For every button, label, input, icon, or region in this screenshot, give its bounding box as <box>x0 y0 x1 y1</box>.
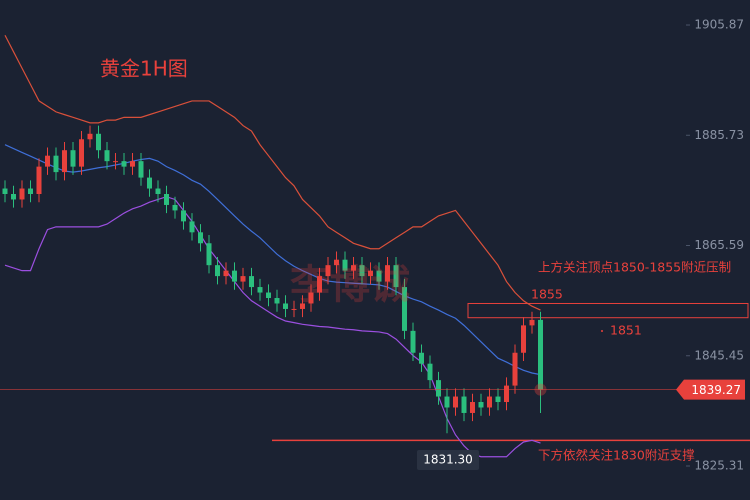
plot-layer: 1905.87 1885.73 1865.59 1845.45 1825.31 1839.… <box>0 18 750 473</box>
candle-body <box>444 396 450 408</box>
y-tick-label: 1865.59 <box>694 238 744 252</box>
candle-body <box>470 402 475 413</box>
resistance-low-label: 1851 <box>610 323 642 338</box>
candle-body <box>53 155 59 173</box>
candle-body <box>368 270 373 277</box>
candle-body <box>62 150 67 173</box>
candle-body <box>325 265 331 277</box>
resistance-high-label: 1855 <box>531 287 563 302</box>
candle-body <box>87 133 93 140</box>
candle-body <box>181 210 186 222</box>
last-price-glow <box>534 383 547 396</box>
candle-body <box>495 396 501 403</box>
candle-body <box>538 319 543 390</box>
candle-body <box>410 330 416 353</box>
candle-body <box>257 287 263 293</box>
candle-body <box>351 265 356 271</box>
candle-body <box>172 204 178 211</box>
low-badge <box>417 450 479 470</box>
candle-body <box>385 265 390 282</box>
candle-body <box>2 188 8 195</box>
candle-body <box>427 363 433 381</box>
candle-body <box>155 188 161 195</box>
candle-body <box>240 276 246 282</box>
support-note: 下方依然关注1830附近支撑 <box>538 448 695 463</box>
candle-body <box>79 139 84 167</box>
candle-body <box>215 265 220 277</box>
candle-body <box>521 325 526 353</box>
candle-body <box>45 155 50 167</box>
candle-body <box>113 161 118 163</box>
resistance-note: 上方关注顶点1850-1855附近压制 <box>538 260 731 275</box>
candle-body <box>529 319 535 326</box>
candle-body <box>419 352 424 364</box>
last-price-badge <box>676 379 745 400</box>
candle-body <box>70 150 76 167</box>
candle-body <box>11 194 16 200</box>
candle-body <box>121 161 127 167</box>
candle-body <box>164 194 169 205</box>
y-tick-label: 1845.45 <box>694 348 744 362</box>
candle-body <box>461 396 467 413</box>
candle-body <box>453 396 458 408</box>
candle-body <box>478 402 484 408</box>
band-line <box>4 196 541 458</box>
band-line <box>4 34 541 311</box>
candle-body <box>36 166 42 195</box>
y-tick-label: 1905.87 <box>694 18 744 32</box>
candle-body <box>223 270 229 277</box>
candle-body <box>189 221 195 233</box>
candle-body <box>19 188 25 200</box>
resistance-zone <box>467 302 749 319</box>
watermark: 李博诚 <box>290 262 410 308</box>
candle-body <box>334 259 339 266</box>
candle-body <box>266 292 271 299</box>
candle-body <box>274 298 280 304</box>
candle-body <box>198 232 203 244</box>
candle-body <box>504 385 509 403</box>
low-label: 1831.30 <box>423 453 473 467</box>
chart-title: 黄金1H图 <box>100 57 188 81</box>
y-tick-label: 1825.31 <box>694 459 744 473</box>
dot <box>601 330 603 332</box>
candle-body <box>317 276 322 293</box>
candle-body <box>291 308 297 310</box>
band-line <box>4 144 541 376</box>
candle-body <box>376 270 382 282</box>
last-price-label: 1839.27 <box>691 383 741 397</box>
candle-body <box>512 352 518 386</box>
candle-body <box>206 243 212 266</box>
y-tick-label: 1885.73 <box>694 128 744 142</box>
candle-body <box>138 161 144 178</box>
candle-body <box>300 303 305 309</box>
candle-body <box>393 265 399 288</box>
candle-body <box>359 265 365 277</box>
candle-body <box>436 380 441 397</box>
candle-body <box>308 292 314 304</box>
candle-body <box>28 188 33 195</box>
candle-body <box>487 396 492 408</box>
candle-body <box>130 161 135 167</box>
candle-body <box>342 259 348 271</box>
candle-body <box>232 270 237 282</box>
candle-body <box>402 287 407 331</box>
candle-body <box>104 150 110 162</box>
candle-body <box>283 303 288 309</box>
candle-body <box>249 276 254 288</box>
candle-body <box>96 133 101 151</box>
candle-body <box>147 177 152 189</box>
